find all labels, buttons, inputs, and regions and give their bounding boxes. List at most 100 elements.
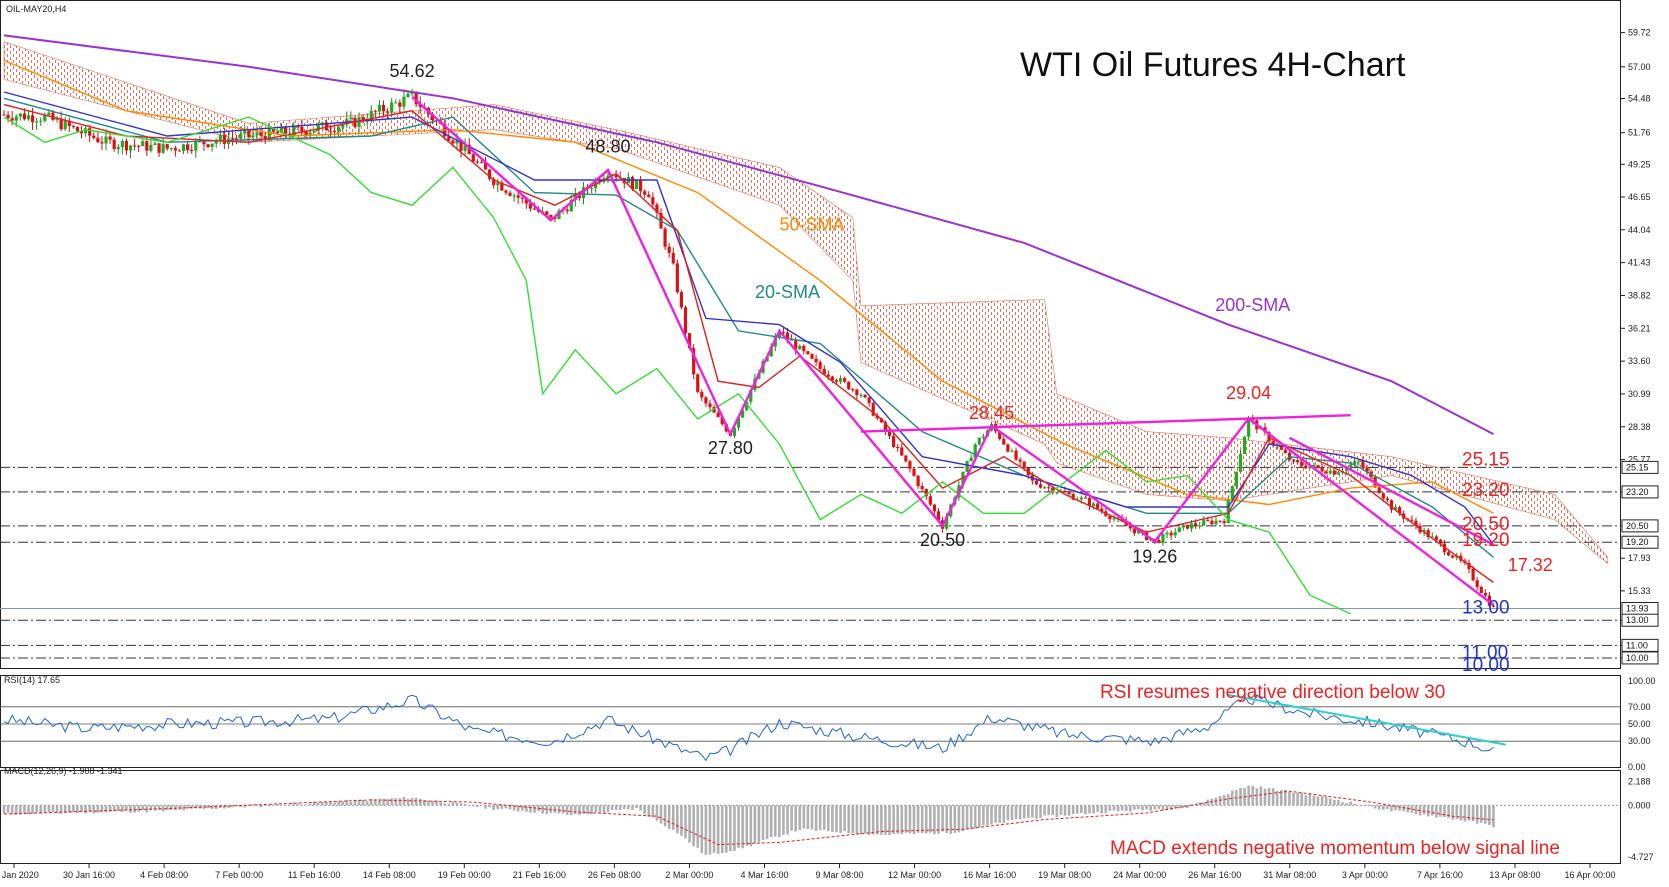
- candle-body: [55, 118, 59, 120]
- time-tick-label: 7 Feb 00:00: [215, 870, 263, 880]
- level-label: 23.20: [1462, 480, 1510, 501]
- candle-body: [1410, 519, 1414, 521]
- candle-body: [1471, 568, 1475, 581]
- level-label: 11.00: [1462, 642, 1508, 663]
- candle-body: [1242, 436, 1247, 454]
- candle-body: [479, 161, 484, 163]
- price-tag: [1621, 638, 1659, 652]
- ichimoku-cloud: [3, 41, 1609, 565]
- candle-body: [206, 144, 210, 148]
- candle-body: [108, 136, 112, 140]
- candle-body: [328, 130, 333, 132]
- candle-body: [210, 143, 214, 148]
- candle-body: [214, 141, 218, 144]
- candle-body: [1279, 445, 1283, 450]
- candle-body: [1071, 494, 1075, 500]
- candle-body: [1206, 520, 1210, 522]
- candle-body: [332, 131, 337, 133]
- candle-body: [1010, 450, 1014, 452]
- candle-body: [720, 416, 724, 425]
- candle-body: [512, 195, 516, 197]
- time-tick-label: 2 Mar 00:00: [665, 870, 713, 880]
- annotation-label: 200-SMA: [1215, 295, 1290, 315]
- candle-body: [488, 169, 492, 179]
- time-tick-label: 26 Feb 08:00: [588, 870, 641, 880]
- price-tag-label: 23.20: [1626, 487, 1649, 497]
- candle-body: [1247, 417, 1251, 437]
- candle-body: [296, 126, 300, 128]
- price-tag: [1621, 485, 1659, 499]
- candle-body: [920, 485, 924, 490]
- candle-body: [847, 381, 851, 390]
- candle-body: [263, 135, 267, 141]
- candle-body: [492, 178, 496, 186]
- time-tick-label: 13 Apr 08:00: [1489, 870, 1540, 880]
- candle-body: [1018, 459, 1022, 462]
- candle-body: [414, 91, 418, 105]
- candle-body: [1055, 492, 1059, 494]
- candle-body: [1467, 562, 1471, 569]
- candle-body: [267, 128, 271, 141]
- price-tick-label: 49.25: [1628, 159, 1651, 169]
- candle-body: [1389, 500, 1394, 510]
- candle-body: [789, 339, 794, 341]
- candle-body: [810, 353, 814, 359]
- candle-body: [1353, 461, 1357, 465]
- candle-body: [190, 150, 194, 152]
- candle-body: [904, 455, 908, 462]
- candle-body: [749, 389, 753, 402]
- candle-body: [500, 182, 504, 191]
- candle-body: [565, 209, 569, 212]
- candle-body: [357, 117, 361, 127]
- candle-body: [1038, 484, 1043, 488]
- annotation-label: 19.26: [1132, 546, 1177, 566]
- candle-body: [924, 489, 928, 497]
- candle-body: [30, 115, 35, 123]
- candle-body: [51, 112, 55, 120]
- candle-body: [928, 496, 932, 505]
- level-label: 10.00: [1462, 655, 1510, 676]
- candle-body: [1083, 497, 1088, 499]
- candle-body: [398, 102, 402, 107]
- rsi-tick-label: 0.00: [1628, 762, 1646, 772]
- candle-body: [177, 150, 182, 152]
- candle-body: [961, 471, 965, 486]
- candle-body: [104, 136, 108, 144]
- candle-body: [1361, 460, 1365, 468]
- candle-body: [79, 131, 84, 134]
- candle-body: [981, 436, 985, 438]
- candle-body: [243, 130, 247, 134]
- candle-body: [169, 148, 173, 150]
- candle-body: [279, 127, 284, 134]
- candle-body: [769, 346, 773, 357]
- candle-body: [1426, 530, 1430, 538]
- macd-note: MACD extends negative momentum below sig…: [1110, 838, 1560, 859]
- candle-body: [630, 177, 635, 190]
- level-label: 19.20: [1462, 530, 1510, 551]
- candle-body: [545, 211, 549, 215]
- candle-body: [1006, 444, 1010, 452]
- price-tag-label: 20.50: [1626, 521, 1649, 531]
- annotation-label: 27.80: [708, 438, 753, 458]
- candle-body: [573, 193, 577, 201]
- candle-body: [6, 114, 10, 119]
- candle-body: [655, 204, 659, 213]
- candle-body: [116, 147, 120, 149]
- candle-body: [235, 138, 239, 140]
- candle-body: [781, 332, 786, 334]
- candle-body: [202, 140, 206, 145]
- candle-body: [451, 140, 455, 144]
- candle-body: [406, 93, 410, 97]
- candle-body: [1377, 487, 1381, 494]
- candle-body: [798, 345, 802, 350]
- candle-body: [1034, 480, 1039, 485]
- candle-body: [1210, 520, 1214, 525]
- rsi-tick-label: 100.00: [1628, 676, 1656, 686]
- level-label: 20.50: [1462, 514, 1510, 535]
- candle-body: [63, 120, 67, 130]
- candle-body: [149, 144, 153, 151]
- candle-body: [459, 140, 463, 151]
- candle-body: [43, 114, 47, 121]
- candle-body: [381, 105, 386, 112]
- candle-body: [1483, 592, 1487, 596]
